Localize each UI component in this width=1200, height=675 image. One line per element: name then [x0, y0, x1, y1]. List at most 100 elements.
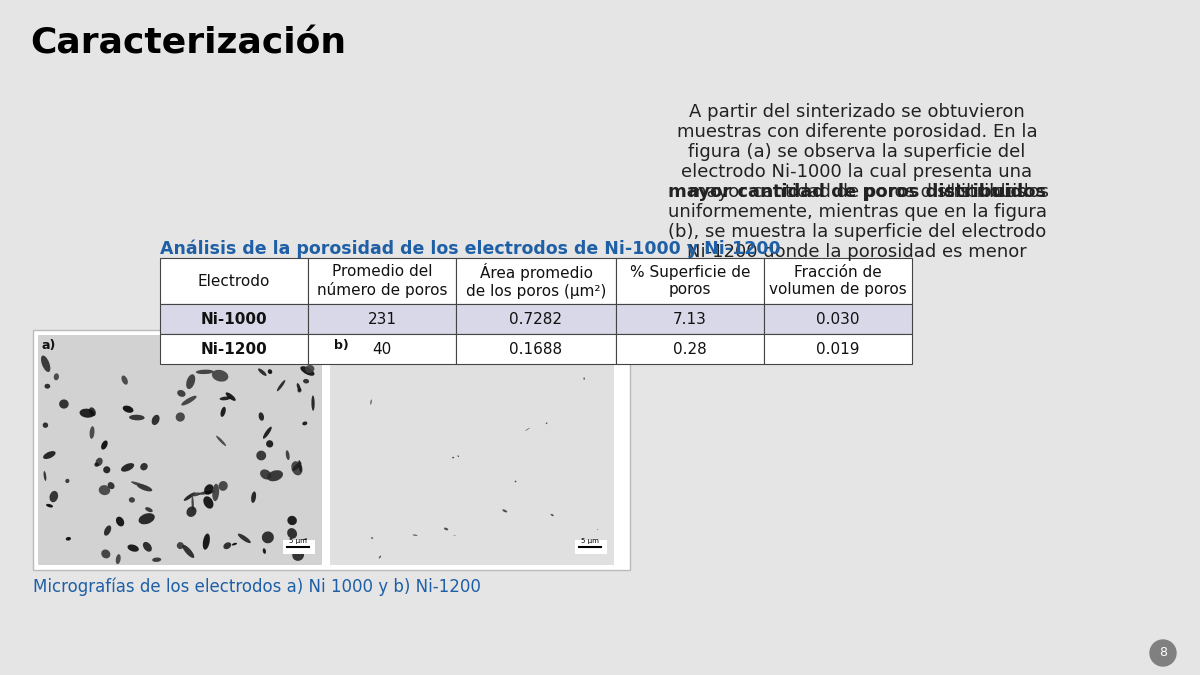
- Ellipse shape: [175, 412, 185, 422]
- Ellipse shape: [526, 428, 530, 431]
- Circle shape: [1150, 640, 1176, 666]
- Ellipse shape: [140, 463, 148, 470]
- Bar: [616, 334, 764, 364]
- Ellipse shape: [293, 549, 304, 561]
- Text: mayor cantidad de poros distribuidos: mayor cantidad de poros distribuidos: [689, 183, 1026, 201]
- Ellipse shape: [138, 513, 155, 524]
- Ellipse shape: [131, 481, 148, 488]
- Text: 7.13: 7.13: [673, 311, 707, 327]
- Text: Ni-1000: Ni-1000: [200, 311, 268, 327]
- Bar: [308, 334, 456, 364]
- Ellipse shape: [296, 383, 301, 392]
- Ellipse shape: [127, 545, 139, 551]
- Ellipse shape: [212, 370, 228, 381]
- Text: 0.1688: 0.1688: [510, 342, 563, 356]
- Text: a): a): [42, 339, 56, 352]
- Text: Micrografías de los electrodos a) Ni 1000 y b) Ni-1200: Micrografías de los electrodos a) Ni 100…: [34, 578, 481, 597]
- Ellipse shape: [515, 481, 516, 483]
- Bar: [160, 304, 308, 334]
- Ellipse shape: [266, 440, 274, 448]
- Text: 40: 40: [372, 342, 391, 356]
- Bar: [764, 258, 912, 304]
- Ellipse shape: [151, 414, 160, 425]
- Ellipse shape: [186, 374, 196, 389]
- Text: Ni-1200: Ni-1200: [200, 342, 268, 356]
- Text: figura (a) se observa la superficie del: figura (a) se observa la superficie del: [689, 143, 1026, 161]
- Ellipse shape: [65, 479, 70, 483]
- Bar: [160, 258, 308, 304]
- Text: muestras con diferente porosidad. En la: muestras con diferente porosidad. En la: [677, 123, 1037, 141]
- Bar: [308, 258, 456, 304]
- Text: 5 μm: 5 μm: [289, 538, 307, 544]
- Ellipse shape: [262, 531, 274, 543]
- Ellipse shape: [286, 450, 289, 460]
- Ellipse shape: [41, 356, 50, 372]
- Ellipse shape: [116, 516, 124, 526]
- Ellipse shape: [216, 435, 226, 446]
- Ellipse shape: [90, 426, 95, 439]
- Bar: [38, 335, 322, 565]
- Ellipse shape: [186, 506, 197, 517]
- Ellipse shape: [299, 460, 302, 472]
- Ellipse shape: [371, 537, 373, 539]
- Text: electrodo Ni-1000 la cual presenta una: electrodo Ni-1000 la cual presenta una: [682, 163, 1032, 181]
- Ellipse shape: [49, 491, 58, 502]
- Ellipse shape: [263, 548, 266, 554]
- Text: Caracterización: Caracterización: [30, 27, 346, 61]
- Text: 0.7282: 0.7282: [510, 311, 563, 327]
- Text: 231: 231: [367, 311, 396, 327]
- Ellipse shape: [300, 367, 314, 376]
- Ellipse shape: [121, 463, 134, 472]
- Ellipse shape: [287, 528, 298, 539]
- Ellipse shape: [43, 471, 47, 481]
- Ellipse shape: [444, 528, 449, 531]
- Bar: [456, 304, 616, 334]
- Ellipse shape: [182, 545, 194, 558]
- Ellipse shape: [293, 462, 301, 471]
- Ellipse shape: [551, 514, 553, 516]
- Ellipse shape: [89, 407, 96, 416]
- Text: Ni-1200 donde la porosidad es menor: Ni-1200 donde la porosidad es menor: [688, 243, 1027, 261]
- Bar: [456, 334, 616, 364]
- Text: A partir del sinterizado se obtuvieron: A partir del sinterizado se obtuvieron: [689, 103, 1025, 121]
- Bar: [764, 304, 912, 334]
- Ellipse shape: [101, 549, 110, 558]
- Ellipse shape: [54, 373, 59, 380]
- Ellipse shape: [379, 556, 382, 558]
- Ellipse shape: [305, 365, 314, 373]
- Ellipse shape: [192, 496, 194, 510]
- Text: (b), se muestra la superficie del electrodo: (b), se muestra la superficie del electr…: [668, 223, 1046, 241]
- Ellipse shape: [181, 396, 197, 406]
- Ellipse shape: [232, 543, 238, 545]
- Ellipse shape: [287, 516, 296, 525]
- Text: Análisis de la porosidad de los electrodos de Ni-1000 y Ni-1200: Análisis de la porosidad de los electrod…: [160, 240, 781, 259]
- Ellipse shape: [302, 421, 307, 425]
- Text: % Superficie de
poros: % Superficie de poros: [630, 265, 750, 297]
- Ellipse shape: [218, 481, 228, 491]
- Ellipse shape: [130, 414, 145, 421]
- Ellipse shape: [452, 457, 455, 458]
- Bar: [160, 334, 308, 364]
- Ellipse shape: [59, 400, 68, 408]
- Bar: [330, 335, 614, 565]
- Ellipse shape: [196, 370, 214, 374]
- Ellipse shape: [299, 538, 307, 545]
- Ellipse shape: [221, 407, 226, 417]
- Ellipse shape: [98, 485, 110, 495]
- Ellipse shape: [263, 427, 271, 439]
- Ellipse shape: [145, 507, 152, 512]
- Text: Área promedio
de los poros (μm²): Área promedio de los poros (μm²): [466, 263, 606, 299]
- Ellipse shape: [96, 458, 103, 466]
- Text: mayor cantidad de poros distribuidos: mayor cantidad de poros distribuidos: [668, 183, 1046, 201]
- Ellipse shape: [258, 369, 266, 376]
- Text: uniformemente, mientras que en la figura: uniformemente, mientras que en la figura: [667, 203, 1046, 221]
- Text: 8: 8: [1159, 647, 1166, 659]
- Ellipse shape: [204, 484, 214, 495]
- Ellipse shape: [260, 469, 271, 479]
- Ellipse shape: [122, 406, 133, 413]
- Ellipse shape: [137, 484, 152, 491]
- Bar: [283, 540, 314, 554]
- Ellipse shape: [79, 408, 95, 418]
- Bar: [34, 330, 630, 570]
- Ellipse shape: [583, 377, 584, 380]
